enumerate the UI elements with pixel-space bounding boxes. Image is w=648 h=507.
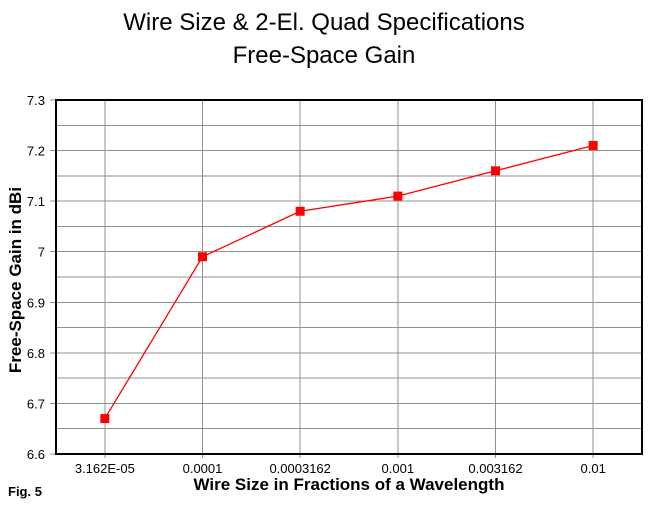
chart-title-line1: Wire Size & 2-El. Quad Specifications [123, 9, 525, 36]
y-tick-label: 6.6 [27, 447, 45, 462]
data-point-marker [100, 414, 110, 424]
data-point-marker [393, 191, 403, 201]
y-axis-title: Free-Space Gain in dBi [6, 186, 25, 374]
y-tick-label: 7.1 [27, 194, 45, 209]
data-point-marker [198, 252, 207, 262]
y-tick-label: 7.3 [27, 93, 45, 108]
y-tick-label: 7.2 [27, 144, 45, 159]
x-axis-title: Wire Size in Fractions of a Wavelength [193, 475, 505, 494]
x-tick-label: 0.001 [382, 461, 415, 476]
data-point-marker [295, 206, 305, 216]
x-tick-label: 0.003162 [468, 461, 522, 476]
x-tick-label: 3.162E-05 [75, 461, 135, 476]
y-tick-label: 6.7 [27, 396, 45, 411]
y-tick-label: 7 [38, 245, 45, 260]
x-tick-label: 0.0003162 [269, 461, 330, 476]
figure-label: Fig. 5 [8, 484, 42, 499]
data-point-marker [491, 166, 500, 176]
chart-title-line2: Free-Space Gain [232, 42, 416, 69]
y-tick-label: 6.9 [27, 295, 45, 310]
x-tick-label: 0.0001 [183, 461, 223, 476]
data-series-line [104, 144, 594, 419]
plot-frame [55, 99, 643, 455]
data-point-marker [588, 141, 598, 151]
chart-title: Wire Size & 2-El. Quad Specifications Fr… [0, 6, 648, 72]
x-tick-label: 0.01 [581, 461, 606, 476]
y-tick-label: 6.8 [27, 346, 45, 361]
